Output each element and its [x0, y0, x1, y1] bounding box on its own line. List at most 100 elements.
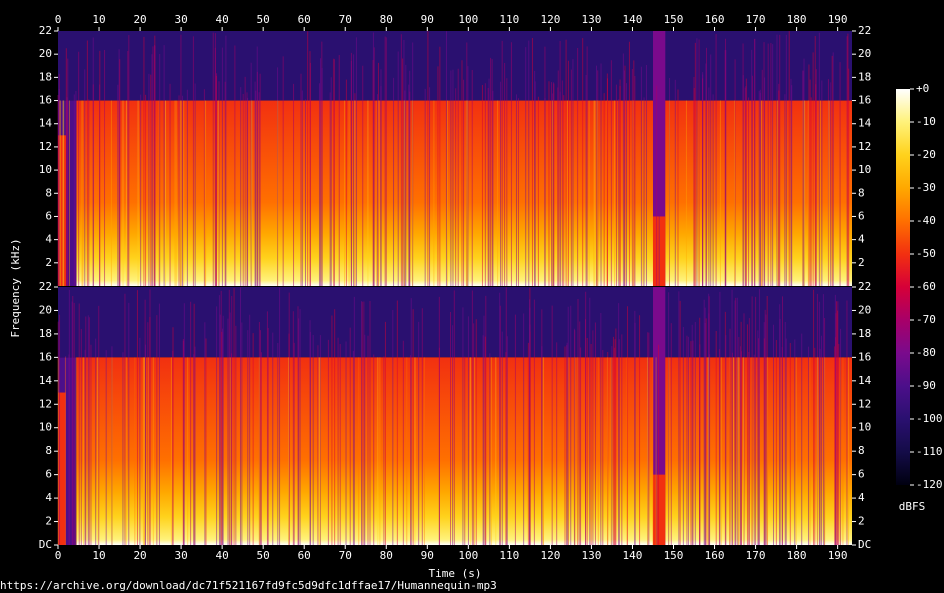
x-tick-label: 50 [257, 13, 270, 26]
colorbar-tick-label: -40 [916, 214, 936, 227]
x-tick-label: 10 [92, 549, 105, 562]
colorbar-tick-label: -70 [916, 313, 936, 326]
y-tick-label: 20 [39, 47, 52, 60]
y-tick-label: 18 [39, 327, 52, 340]
y-tick-label: 22 [39, 24, 52, 37]
x-tick-label: 190 [828, 13, 848, 26]
y-tick-label: 16 [858, 94, 871, 107]
y-tick-label: 14 [39, 374, 53, 387]
y-tick-label: 20 [858, 47, 871, 60]
x-tick-label: 170 [746, 13, 766, 26]
y-tick-label: 16 [39, 350, 52, 363]
y-tick-label: 4 [45, 491, 52, 504]
colorbar-tick-label: -110 [916, 445, 943, 458]
x-tick-label: 140 [623, 13, 643, 26]
x-tick-label: 30 [174, 549, 187, 562]
x-tick-label: 110 [499, 549, 519, 562]
y-tick-label: 6 [45, 209, 52, 222]
y-tick-label: 18 [858, 327, 871, 340]
x-tick-label: 30 [174, 13, 187, 26]
y-tick-label: 8 [45, 186, 52, 199]
x-tick-label: 150 [664, 13, 684, 26]
y-tick-label: 2 [45, 256, 52, 269]
x-tick-label: 120 [540, 549, 560, 562]
x-tick-label: 60 [298, 549, 311, 562]
x-tick-label: 120 [540, 13, 560, 26]
y-tick-label: 22 [858, 280, 871, 293]
y-tick-label: 20 [858, 303, 871, 316]
y-tick-label: 12 [39, 397, 52, 410]
x-tick-label: 90 [421, 549, 434, 562]
y-tick-label: 10 [39, 421, 52, 434]
x-tick-label: 110 [499, 13, 519, 26]
y-tick-label: 4 [858, 491, 865, 504]
y-tick-label: 10 [858, 421, 871, 434]
x-tick-label: 40 [216, 549, 229, 562]
colorbar-tick-label: -10 [916, 115, 936, 128]
heatmap-gap-low [652, 474, 666, 545]
colorbar-tick-label: -80 [916, 346, 936, 359]
y-tick-label: 18 [858, 70, 871, 83]
x-tick-label: 80 [380, 549, 393, 562]
x-tick-label: 70 [339, 549, 352, 562]
y-tick-label: 2 [858, 256, 865, 269]
source-url: https://archive.org/download/dc71f521167… [0, 579, 497, 592]
x-tick-label: 180 [787, 549, 807, 562]
colorbar-tick-label: -100 [916, 412, 943, 425]
heatmap-intro-low [58, 392, 66, 545]
y-tick-label: 8 [45, 444, 52, 457]
y-tick-label: 18 [39, 70, 52, 83]
x-tick-label: 170 [746, 549, 766, 562]
y-tick-label: 12 [858, 397, 871, 410]
y-tick-label: 16 [39, 94, 52, 107]
y-tick-label: 14 [858, 117, 872, 130]
x-tick-label: 160 [705, 13, 725, 26]
colorbar [896, 89, 910, 485]
x-tick-label: 160 [705, 549, 725, 562]
x-axis-label: Time (s) [429, 567, 482, 580]
x-tick-label: 0 [55, 13, 62, 26]
colorbar-tick-label: -120 [916, 478, 943, 491]
y-tick-label: 6 [858, 209, 865, 222]
y-tick-label: 2 [45, 515, 52, 528]
y-tick-label: 22 [39, 280, 52, 293]
x-tick-label: 100 [458, 549, 478, 562]
x-tick-label: 190 [828, 549, 848, 562]
y-tick-label: 6 [858, 468, 865, 481]
y-tick-label: 20 [39, 303, 52, 316]
x-tick-label: 10 [92, 13, 105, 26]
y-tick-label: DC [858, 538, 871, 551]
y-tick-label: 2 [858, 515, 865, 528]
y-tick-label: 12 [39, 140, 52, 153]
x-tick-label: 150 [664, 549, 684, 562]
y-axis-label: Frequency (kHz) [9, 238, 22, 337]
x-tick-label: 130 [581, 13, 601, 26]
x-tick-label: 60 [298, 13, 311, 26]
colorbar-tick-label: -90 [916, 379, 936, 392]
x-tick-label: 80 [380, 13, 393, 26]
colorbar-tick-label: -20 [916, 148, 936, 161]
y-tick-label: 6 [45, 468, 52, 481]
x-tick-label: 40 [216, 13, 229, 26]
x-tick-label: 180 [787, 13, 807, 26]
colorbar-tick-label: +0 [916, 82, 929, 95]
x-tick-label: 130 [581, 549, 601, 562]
x-tick-label: 140 [623, 549, 643, 562]
colorbar-tick-label: -50 [916, 247, 936, 260]
y-tick-label: 8 [858, 186, 865, 199]
y-tick-label: DC [39, 538, 52, 551]
y-tick-label: 14 [858, 374, 872, 387]
y-tick-label: 4 [45, 233, 52, 246]
colorbar-label: dBFS [899, 500, 926, 513]
x-tick-label: 100 [458, 13, 478, 26]
y-tick-label: 10 [858, 163, 871, 176]
y-tick-label: 16 [858, 350, 871, 363]
colorbar-tick-label: -30 [916, 181, 936, 194]
y-tick-label: 12 [858, 140, 871, 153]
y-tick-label: 10 [39, 163, 52, 176]
x-tick-label: 20 [133, 549, 146, 562]
x-tick-label: 90 [421, 13, 434, 26]
y-tick-label: 22 [858, 24, 871, 37]
colorbar-tick-label: -60 [916, 280, 936, 293]
